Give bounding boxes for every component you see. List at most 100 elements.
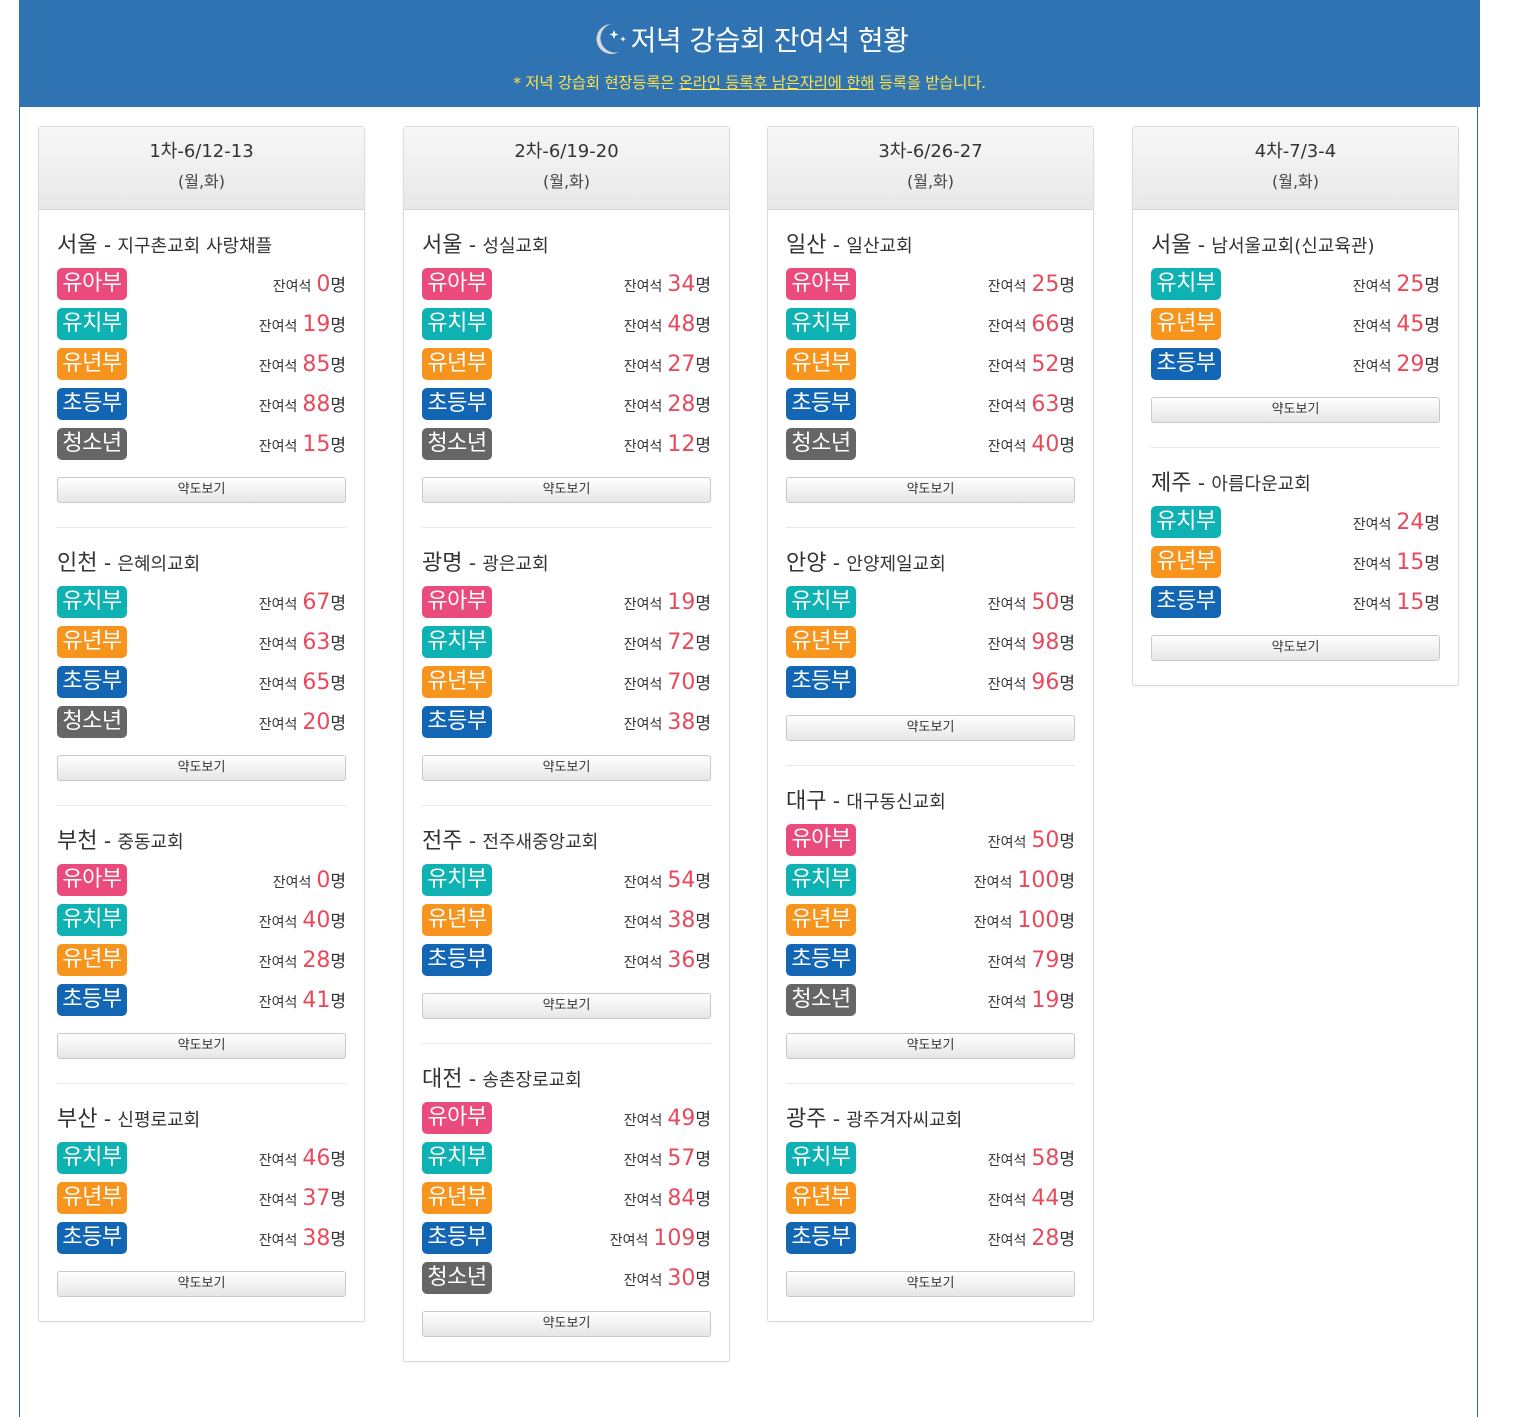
seat-count: 15 xyxy=(302,432,331,457)
map-button[interactable]: 약도보기 xyxy=(1151,635,1440,661)
session-card: 3차-6/26-27 (월,화) 일산 - 일산교회 유아부 잔여석 25명 유치부 잔여석 6… xyxy=(767,126,1094,1322)
seat-count: 25 xyxy=(1396,272,1425,297)
seat-label: 잔여석 xyxy=(1352,597,1392,613)
dept-badge: 청소년 xyxy=(422,1262,492,1294)
remaining-seats: 잔여석 40명 xyxy=(988,431,1075,457)
remaining-seats: 잔여석 67명 xyxy=(259,589,346,615)
remaining-seats: 잔여석 25명 xyxy=(988,271,1075,297)
church-block: 인천 - 은혜의교회 유치부 잔여석 67명 유년부 잔여석 63명 초등부 잔여석 65명 청소년… xyxy=(57,527,346,781)
remaining-seats: 잔여석 50명 xyxy=(988,589,1075,615)
dept-badge: 유년부 xyxy=(422,666,492,698)
dept-row: 청소년 잔여석 12명 xyxy=(422,424,711,464)
dept-row: 유년부 잔여석 100명 xyxy=(786,900,1075,940)
dept-row: 유치부 잔여석 40명 xyxy=(57,900,346,940)
dept-row: 유아부 잔여석 25명 xyxy=(786,264,1075,304)
seat-label: 잔여석 xyxy=(258,359,298,375)
dept-row: 유치부 잔여석 25명 xyxy=(1151,264,1440,304)
remaining-seats: 잔여석 36명 xyxy=(624,947,711,973)
seat-count: 48 xyxy=(667,312,696,337)
map-button[interactable]: 약도보기 xyxy=(422,477,711,503)
church-city: 광명 xyxy=(422,551,463,576)
seat-unit: 명 xyxy=(695,1270,711,1290)
session-header: 4차-7/3-4 (월,화) xyxy=(1133,127,1458,210)
seat-count: 57 xyxy=(667,1146,696,1171)
dept-row: 유년부 잔여석 37명 xyxy=(57,1178,346,1218)
seat-unit: 명 xyxy=(330,714,346,734)
session-card: 1차-6/12-13 (월,화) 서울 - 지구촌교회 사랑채플 유아부 잔여석 0명 유치… xyxy=(38,126,365,1322)
seat-unit: 명 xyxy=(1059,436,1075,456)
remaining-seats: 잔여석 15명 xyxy=(259,431,346,457)
name-separator: - xyxy=(826,1107,847,1131)
seat-count: 29 xyxy=(1396,352,1425,377)
church-city: 서울 xyxy=(422,233,463,258)
seat-label: 잔여석 xyxy=(1352,279,1392,295)
seat-unit: 명 xyxy=(695,356,711,376)
session-days: (월,화) xyxy=(906,172,954,191)
church-place: 남서울교회(신교육관) xyxy=(1211,236,1375,257)
map-button[interactable]: 약도보기 xyxy=(57,477,346,503)
dept-badge: 유치부 xyxy=(57,1142,127,1174)
seat-label: 잔여석 xyxy=(258,915,298,931)
seat-unit: 명 xyxy=(1059,952,1075,972)
seat-unit: 명 xyxy=(330,634,346,654)
remaining-seats: 잔여석 58명 xyxy=(988,1145,1075,1171)
seat-label: 잔여석 xyxy=(987,319,1027,335)
map-button[interactable]: 약도보기 xyxy=(786,1033,1075,1059)
seat-label: 잔여석 xyxy=(272,875,312,891)
map-button[interactable]: 약도보기 xyxy=(786,715,1075,741)
remaining-seats: 잔여석 37명 xyxy=(259,1185,346,1211)
seat-count: 25 xyxy=(1031,272,1060,297)
dept-row: 유년부 잔여석 27명 xyxy=(422,344,711,384)
seat-count: 88 xyxy=(302,392,331,417)
dept-row: 유치부 잔여석 46명 xyxy=(57,1138,346,1178)
seat-count: 66 xyxy=(1031,312,1060,337)
seat-count: 79 xyxy=(1031,948,1060,973)
map-button[interactable]: 약도보기 xyxy=(57,1033,346,1059)
map-button[interactable]: 약도보기 xyxy=(422,993,711,1019)
seat-unit: 명 xyxy=(330,396,346,416)
church-block: 서울 - 남서울교회(신교육관) 유치부 잔여석 25명 유년부 잔여석 45명 초등부 잔여석… xyxy=(1151,210,1440,423)
header-banner: 저녁 강습회 잔여석 현황 * 저녁 강습회 현장등록은 온라인 등록후 남은자… xyxy=(19,0,1480,107)
dept-row: 유년부 잔여석 63명 xyxy=(57,622,346,662)
seat-label: 잔여석 xyxy=(258,1233,298,1249)
seat-unit: 명 xyxy=(695,396,711,416)
remaining-seats: 잔여석 65명 xyxy=(259,669,346,695)
session-card: 2차-6/19-20 (월,화) 서울 - 성실교회 유아부 잔여석 34명 유치부 잔여석 4… xyxy=(403,126,730,1362)
dept-badge: 유년부 xyxy=(422,1182,492,1214)
seat-label: 잔여석 xyxy=(987,1193,1027,1209)
dept-row: 청소년 잔여석 40명 xyxy=(786,424,1075,464)
church-name: 대구 - 대구동신교회 xyxy=(786,786,1075,816)
dept-row: 유치부 잔여석 72명 xyxy=(422,622,711,662)
name-separator: - xyxy=(462,551,483,575)
dept-badge: 유년부 xyxy=(786,1182,856,1214)
church-name: 부산 - 신평로교회 xyxy=(57,1104,346,1134)
map-button[interactable]: 약도보기 xyxy=(422,1311,711,1337)
map-button[interactable]: 약도보기 xyxy=(57,755,346,781)
church-block: 전주 - 전주새중앙교회 유치부 잔여석 54명 유년부 잔여석 38명 초등부 잔여석 36명 약… xyxy=(422,805,711,1019)
map-button[interactable]: 약도보기 xyxy=(786,1271,1075,1297)
church-place: 은혜의교회 xyxy=(117,554,201,575)
map-button[interactable]: 약도보기 xyxy=(57,1271,346,1297)
church-city: 부천 xyxy=(57,829,98,854)
map-button[interactable]: 약도보기 xyxy=(422,755,711,781)
map-button[interactable]: 약도보기 xyxy=(1151,397,1440,423)
dept-row: 유년부 잔여석 52명 xyxy=(786,344,1075,384)
church-city: 대전 xyxy=(422,1067,463,1092)
seat-label: 잔여석 xyxy=(987,1233,1027,1249)
seat-label: 잔여석 xyxy=(623,399,663,415)
dept-badge: 초등부 xyxy=(1151,348,1221,380)
church-name: 대전 - 송촌장로교회 xyxy=(422,1064,711,1094)
dept-row: 청소년 잔여석 15명 xyxy=(57,424,346,464)
remaining-seats: 잔여석 12명 xyxy=(624,431,711,457)
church-place: 일산교회 xyxy=(846,236,913,257)
remaining-seats: 잔여석 0명 xyxy=(273,867,346,893)
church-name: 서울 - 지구촌교회 사랑채플 xyxy=(57,230,346,260)
seat-count: 15 xyxy=(1396,550,1425,575)
dept-row: 유치부 잔여석 50명 xyxy=(786,582,1075,622)
map-button[interactable]: 약도보기 xyxy=(786,477,1075,503)
dept-badge: 유년부 xyxy=(57,1182,127,1214)
seat-label: 잔여석 xyxy=(1352,557,1392,573)
seat-unit: 명 xyxy=(1424,316,1440,336)
seat-count: 98 xyxy=(1031,630,1060,655)
seat-label: 잔여석 xyxy=(272,279,312,295)
